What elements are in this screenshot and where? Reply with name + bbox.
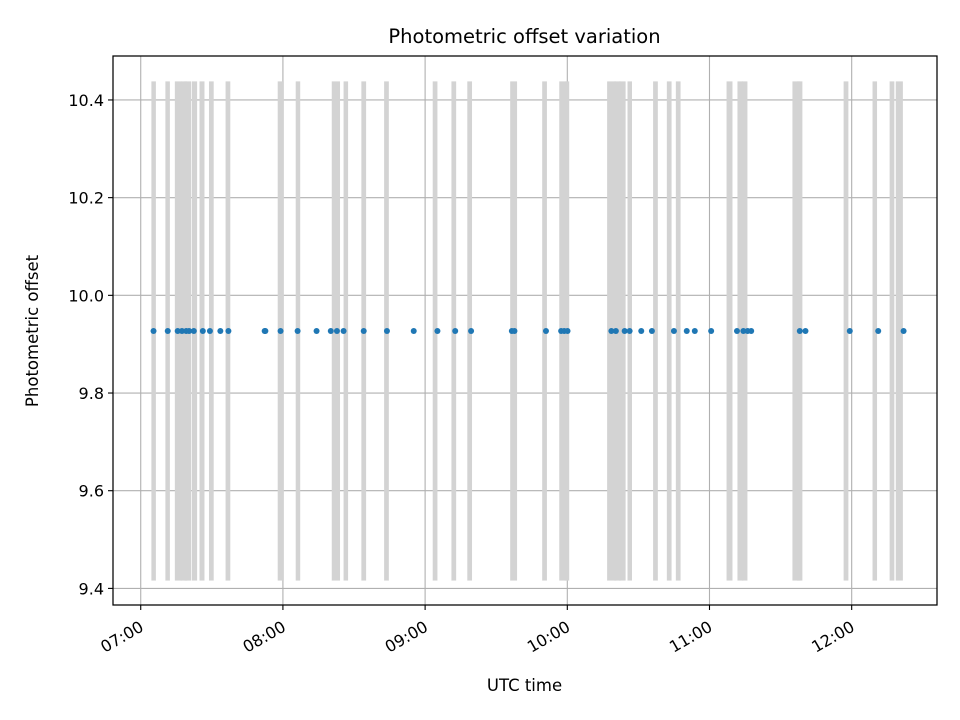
y-tick-label: 9.8 — [79, 384, 104, 403]
interval-bar — [666, 81, 672, 581]
data-point — [683, 327, 690, 334]
interval-bar — [653, 81, 658, 581]
data-point — [383, 327, 390, 334]
data-point — [608, 327, 615, 334]
y-tick-label: 10.2 — [68, 189, 104, 208]
plot-frame — [112, 55, 938, 606]
data-point — [564, 327, 571, 334]
x-axis-label: UTC time — [487, 676, 562, 695]
data-point — [262, 327, 269, 334]
data-point — [708, 327, 715, 334]
data-point — [802, 327, 809, 334]
data-point — [186, 327, 193, 334]
data-point — [748, 327, 755, 334]
interval-bar — [895, 81, 903, 581]
y-tick-label: 10.0 — [68, 286, 104, 305]
data-point — [294, 327, 301, 334]
data-point — [626, 327, 633, 334]
data-point — [178, 327, 185, 334]
data-point — [691, 327, 698, 334]
interval-bar — [872, 81, 878, 581]
data-point — [327, 327, 334, 334]
data-point — [900, 327, 907, 334]
interval-bar — [737, 81, 744, 581]
data-point — [225, 327, 232, 334]
data-point — [206, 327, 213, 334]
data-point — [542, 327, 549, 334]
data-point — [511, 327, 518, 334]
data-point — [410, 327, 417, 334]
interval-bar — [889, 81, 895, 581]
data-point — [740, 327, 747, 334]
data-point — [190, 327, 197, 334]
data-point — [199, 327, 206, 334]
data-point — [360, 327, 367, 334]
data-points — [150, 327, 907, 334]
data-point — [846, 327, 853, 334]
data-point — [150, 327, 157, 334]
data-point — [340, 327, 347, 334]
data-point — [648, 327, 655, 334]
data-point — [313, 327, 320, 334]
data-point — [670, 327, 677, 334]
data-point — [434, 327, 441, 334]
data-point — [621, 327, 628, 334]
data-point — [468, 327, 475, 334]
data-point — [333, 327, 340, 334]
interval-bar — [792, 81, 801, 581]
y-axis-label: Photometric offset — [23, 254, 42, 407]
interval-bar — [726, 81, 733, 581]
y-tick-label: 9.4 — [79, 579, 104, 598]
data-point — [217, 327, 224, 334]
data-point — [875, 327, 882, 334]
interval-bar — [675, 81, 681, 581]
y-tick-label: 9.6 — [79, 482, 104, 501]
data-point — [174, 327, 181, 334]
data-point — [796, 327, 803, 334]
interval-bar — [843, 81, 849, 581]
data-point — [638, 327, 645, 334]
data-point — [612, 327, 619, 334]
data-point — [164, 327, 171, 334]
y-axis-ticks: 9.4 9.6 9.8 10.0 10.2 10.4 — [68, 91, 113, 598]
y-tick-label: 10.4 — [68, 91, 104, 110]
chart-title: Photometric offset variation — [388, 25, 660, 48]
data-point — [733, 327, 740, 334]
data-point — [452, 327, 459, 334]
data-point — [277, 327, 284, 334]
